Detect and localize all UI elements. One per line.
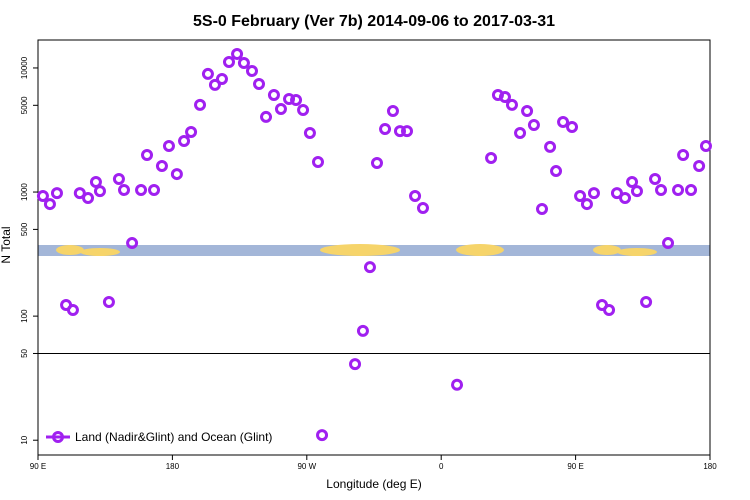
y-tick-label: 100 — [20, 309, 29, 323]
point — [267, 89, 280, 102]
point — [574, 189, 587, 202]
point — [544, 140, 557, 153]
point — [118, 184, 131, 197]
point — [640, 295, 653, 308]
point — [290, 93, 303, 106]
point — [451, 378, 464, 391]
point — [514, 127, 527, 140]
point — [550, 165, 563, 178]
point — [237, 57, 250, 70]
point — [312, 156, 324, 169]
point — [685, 184, 698, 197]
point — [43, 198, 56, 211]
point — [260, 110, 273, 123]
point — [82, 192, 95, 205]
point — [73, 187, 86, 200]
x-tick-label: 90 E — [567, 462, 583, 471]
point — [677, 149, 690, 162]
x-axis-label: Longitude (deg E) — [326, 477, 421, 491]
point — [155, 160, 168, 173]
point — [148, 184, 161, 197]
point — [527, 118, 540, 131]
point — [409, 189, 422, 202]
point — [485, 152, 498, 165]
point — [662, 237, 675, 250]
y-axis-label: N Total — [0, 226, 13, 263]
plot-frame — [37, 39, 711, 456]
point — [141, 149, 154, 162]
map-strip — [38, 244, 710, 256]
point — [50, 187, 63, 200]
point — [693, 160, 706, 173]
point — [303, 127, 316, 140]
point — [89, 175, 102, 188]
point — [102, 295, 115, 308]
x-tick-label: 180 — [703, 462, 717, 471]
point — [356, 324, 369, 337]
point — [253, 77, 266, 90]
legend-label: Land (Nadir&Glint) and Ocean (Glint) — [75, 430, 272, 444]
point — [370, 157, 383, 170]
legend-marker — [52, 431, 64, 443]
point — [185, 125, 198, 138]
x-tick-label: 180 — [166, 462, 180, 471]
point — [619, 192, 632, 205]
point — [587, 187, 600, 200]
point — [536, 203, 548, 216]
point — [655, 184, 668, 197]
point — [274, 102, 287, 115]
point — [416, 202, 429, 215]
point — [580, 198, 593, 211]
point — [201, 67, 214, 80]
point — [126, 237, 139, 250]
point — [401, 125, 414, 138]
point — [245, 64, 258, 77]
point — [379, 123, 392, 136]
point — [112, 172, 125, 185]
point — [93, 185, 106, 198]
point — [194, 98, 207, 111]
y-tick-label: 50 — [20, 348, 29, 357]
point — [393, 125, 406, 138]
point — [135, 184, 148, 197]
point — [162, 139, 175, 152]
point — [297, 104, 310, 117]
point — [610, 187, 623, 200]
y-tick-label: 500 — [20, 222, 29, 236]
point — [626, 175, 639, 188]
point — [557, 115, 570, 128]
point — [36, 189, 49, 202]
point — [699, 139, 712, 152]
point — [672, 184, 685, 197]
point — [170, 168, 183, 181]
point — [316, 429, 329, 442]
point — [363, 261, 376, 274]
point — [505, 98, 518, 111]
point — [649, 172, 662, 185]
point — [566, 121, 579, 134]
y-tick-label: 10 — [20, 435, 29, 444]
chart-title: 5S-0 February (Ver 7b) 2014-09-06 to 201… — [193, 13, 555, 30]
point — [521, 104, 534, 117]
point — [215, 72, 228, 85]
point — [283, 93, 296, 106]
point — [603, 304, 616, 317]
y-tick-label: 10000 — [20, 56, 29, 79]
y-tick-label: 5000 — [20, 96, 29, 114]
y-tick-label: 1000 — [20, 183, 29, 201]
point — [178, 134, 191, 147]
point — [66, 304, 79, 317]
point — [349, 358, 362, 371]
point — [498, 91, 511, 104]
point — [208, 78, 221, 91]
x-tick-label: 0 — [439, 462, 444, 471]
point — [386, 104, 399, 117]
point — [222, 55, 235, 68]
x-tick-label: 90 E — [30, 462, 46, 471]
point — [231, 47, 244, 60]
x-tick-label: 90 W — [297, 462, 316, 471]
point — [630, 185, 643, 198]
